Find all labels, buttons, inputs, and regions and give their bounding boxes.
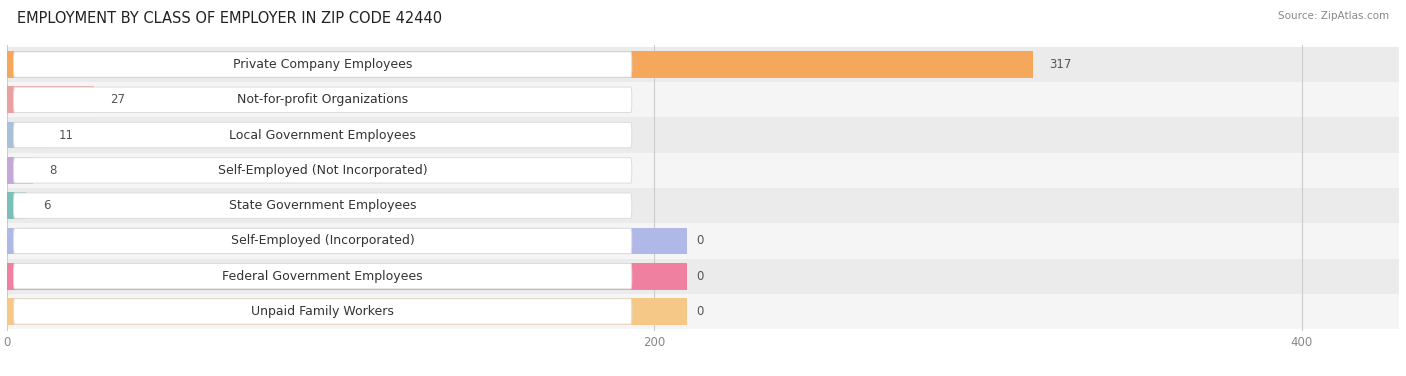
Bar — [7, 192, 27, 219]
FancyBboxPatch shape — [14, 193, 631, 218]
Bar — [7, 157, 32, 184]
Bar — [7, 86, 94, 113]
Text: 8: 8 — [49, 164, 56, 177]
Text: Not-for-profit Organizations: Not-for-profit Organizations — [238, 93, 408, 106]
Bar — [7, 259, 1399, 294]
Text: EMPLOYMENT BY CLASS OF EMPLOYER IN ZIP CODE 42440: EMPLOYMENT BY CLASS OF EMPLOYER IN ZIP C… — [17, 11, 441, 26]
Text: 0: 0 — [696, 270, 704, 283]
Bar — [7, 47, 1399, 82]
Bar — [7, 223, 1399, 259]
FancyBboxPatch shape — [14, 122, 631, 148]
Bar — [7, 82, 1399, 117]
Text: 317: 317 — [1049, 58, 1071, 71]
Text: 6: 6 — [42, 199, 51, 212]
Text: Source: ZipAtlas.com: Source: ZipAtlas.com — [1278, 11, 1389, 21]
Text: 0: 0 — [696, 234, 704, 247]
Bar — [7, 153, 1399, 188]
Text: Local Government Employees: Local Government Employees — [229, 129, 416, 142]
Text: 27: 27 — [111, 93, 125, 106]
FancyBboxPatch shape — [14, 52, 631, 77]
Text: State Government Employees: State Government Employees — [229, 199, 416, 212]
Text: Unpaid Family Workers: Unpaid Family Workers — [252, 305, 394, 318]
Bar — [7, 51, 1033, 78]
Text: 11: 11 — [59, 129, 75, 142]
FancyBboxPatch shape — [14, 299, 631, 324]
FancyBboxPatch shape — [14, 158, 631, 183]
Text: Self-Employed (Not Incorporated): Self-Employed (Not Incorporated) — [218, 164, 427, 177]
Bar — [7, 188, 1399, 223]
Bar — [7, 294, 1399, 329]
Text: Self-Employed (Incorporated): Self-Employed (Incorporated) — [231, 234, 415, 247]
Bar — [7, 122, 42, 149]
Bar — [7, 227, 686, 254]
FancyBboxPatch shape — [14, 228, 631, 254]
Text: Federal Government Employees: Federal Government Employees — [222, 270, 423, 283]
FancyBboxPatch shape — [14, 264, 631, 289]
Text: Private Company Employees: Private Company Employees — [233, 58, 412, 71]
Text: 0: 0 — [696, 305, 704, 318]
FancyBboxPatch shape — [14, 87, 631, 112]
Bar — [7, 298, 686, 325]
Bar — [7, 117, 1399, 153]
Bar — [7, 263, 686, 290]
